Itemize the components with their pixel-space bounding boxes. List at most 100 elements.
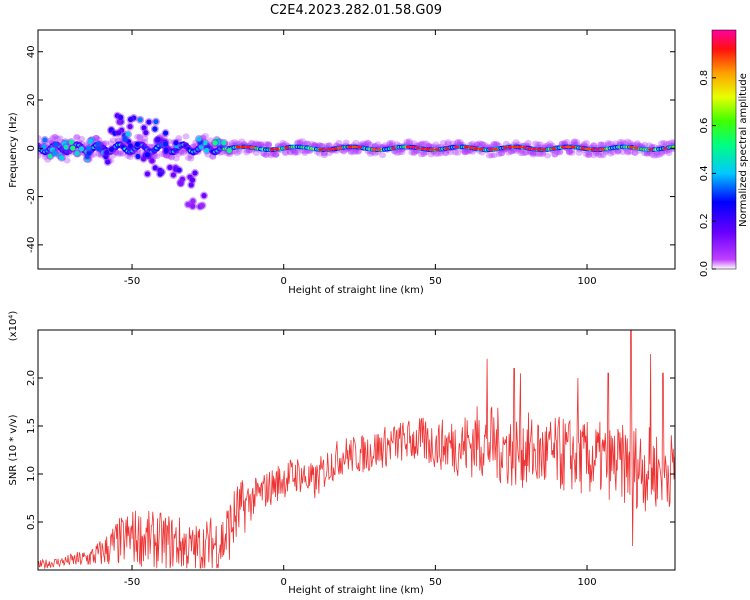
heat-halo-cell (655, 151, 663, 158)
heat-peak-cell (390, 146, 397, 150)
y-tick-label: 1.0 (26, 466, 37, 482)
heat-halo-cell (364, 139, 372, 146)
heat-halo-cell (624, 148, 632, 155)
heat-halo-cell (92, 134, 100, 141)
heat-peak-cell (551, 147, 557, 151)
heat-peak-cell (502, 146, 508, 150)
heat-halo-cell (473, 141, 481, 148)
heat-halo-cell (665, 150, 673, 157)
heat-peak-cell (507, 145, 513, 149)
heat-halo-cell (291, 149, 299, 156)
heat-halo-cell (420, 151, 428, 158)
heat-halo-cell (252, 150, 260, 157)
heat-peak-cell (478, 147, 484, 151)
x-tick-label: 100 (577, 577, 596, 588)
heat-halo-cell (631, 149, 639, 156)
heat-halo-cell (643, 150, 651, 157)
heat-scatter-cell (116, 130, 122, 136)
heat-halo-cell (126, 154, 134, 161)
heat-halo-cell (163, 152, 171, 159)
heat-scatter-cell (204, 147, 210, 154)
x-tick-label: 50 (429, 276, 442, 287)
heat-halo-cell (41, 153, 49, 160)
heat-halo-cell (260, 150, 268, 157)
heat-scatter-cell (86, 150, 92, 156)
heat-scatter-cell (59, 155, 65, 161)
snr-frame (37, 329, 676, 571)
heat-scatter-cell (155, 136, 161, 143)
heat-halo-cell (544, 142, 552, 149)
heat-halo-cell (646, 142, 654, 149)
heat-halo-cell (403, 139, 411, 146)
heat-halo-cell (619, 149, 627, 156)
heat-halo-cell (609, 149, 617, 156)
heat-halo-cell (565, 149, 573, 156)
heat-scatter-cell (63, 144, 69, 150)
heat-halo-cell (556, 149, 564, 156)
heat-peak-cell (599, 148, 605, 151)
heat-halo-cell (597, 141, 605, 148)
heat-peak-cell (318, 148, 324, 152)
heat-halo-cell (374, 141, 382, 148)
heat-peak-cell (580, 146, 586, 150)
heat-peak-cell (594, 148, 600, 152)
heat-scatter-cell (188, 182, 194, 188)
heat-halo-cell (456, 139, 464, 146)
heat-halo-cell (63, 157, 71, 164)
heat-scatter-cell (41, 144, 47, 150)
heat-halo-cell (209, 153, 217, 160)
heat-scatter-cell (86, 145, 92, 151)
colorbar-tick-label: 0.6 (699, 118, 710, 134)
heat-halo-cell (539, 150, 547, 157)
heat-halo-cell (114, 150, 122, 157)
heat-halo-cell (255, 141, 263, 148)
heat-halo-cell (519, 150, 527, 157)
heat-halo-cell (133, 133, 141, 140)
heat-scatter-cell (116, 119, 122, 125)
heat-halo-cell (658, 150, 666, 157)
heat-halo-cell (172, 155, 180, 162)
heat-scatter-cell (143, 130, 149, 136)
heat-peak-cell (327, 148, 334, 151)
heat-halo-cell (78, 135, 86, 142)
heat-halo-cell (393, 150, 401, 157)
heat-halo-cell (303, 140, 311, 147)
heat-halo-cell (495, 151, 503, 158)
heat-halo-cell (444, 139, 452, 146)
heat-scatter-cell (53, 141, 59, 147)
heat-halo-cell (260, 150, 268, 157)
heat-halo-cell (417, 151, 425, 158)
heat-scatter-cell (190, 203, 196, 209)
heat-halo-cell (311, 142, 319, 149)
heat-halo-cell (529, 150, 537, 157)
x-tick-label: 100 (577, 276, 596, 287)
heat-halo-cell (347, 148, 355, 155)
heat-scatter-cell (162, 141, 169, 147)
heat-halo-cell (371, 142, 379, 149)
heat-halo-cell (294, 139, 302, 146)
heat-scatter-cell (134, 141, 140, 147)
heat-halo-cell (308, 141, 316, 148)
heat-halo-cell (648, 151, 656, 158)
heat-halo-cell (408, 149, 416, 156)
heat-scatter-cell (185, 201, 191, 208)
heat-halo-cell (320, 152, 328, 159)
colorbar-tick-label: 0.2 (699, 213, 710, 229)
heat-scatter-cell (87, 138, 93, 144)
heat-peak-cell (376, 148, 382, 152)
heat-halo-cell (437, 150, 445, 157)
heat-scatter-cell (198, 144, 204, 150)
heat-core-cell (671, 145, 675, 149)
heat-halo-cell (386, 139, 394, 146)
heat-peak-cell (371, 148, 377, 151)
snr-series-line (38, 330, 675, 570)
heat-halo-cell (228, 140, 236, 147)
heat-halo-cell (362, 140, 370, 147)
heat-halo-cell (468, 140, 476, 147)
heat-scatter-cell (122, 136, 128, 142)
heat-peak-cell (633, 146, 639, 150)
y-tick-label: 1.5 (26, 418, 37, 434)
heat-peak-cell (434, 148, 440, 152)
heat-scatter-cell (137, 117, 143, 123)
heat-halo-cell (653, 152, 661, 159)
